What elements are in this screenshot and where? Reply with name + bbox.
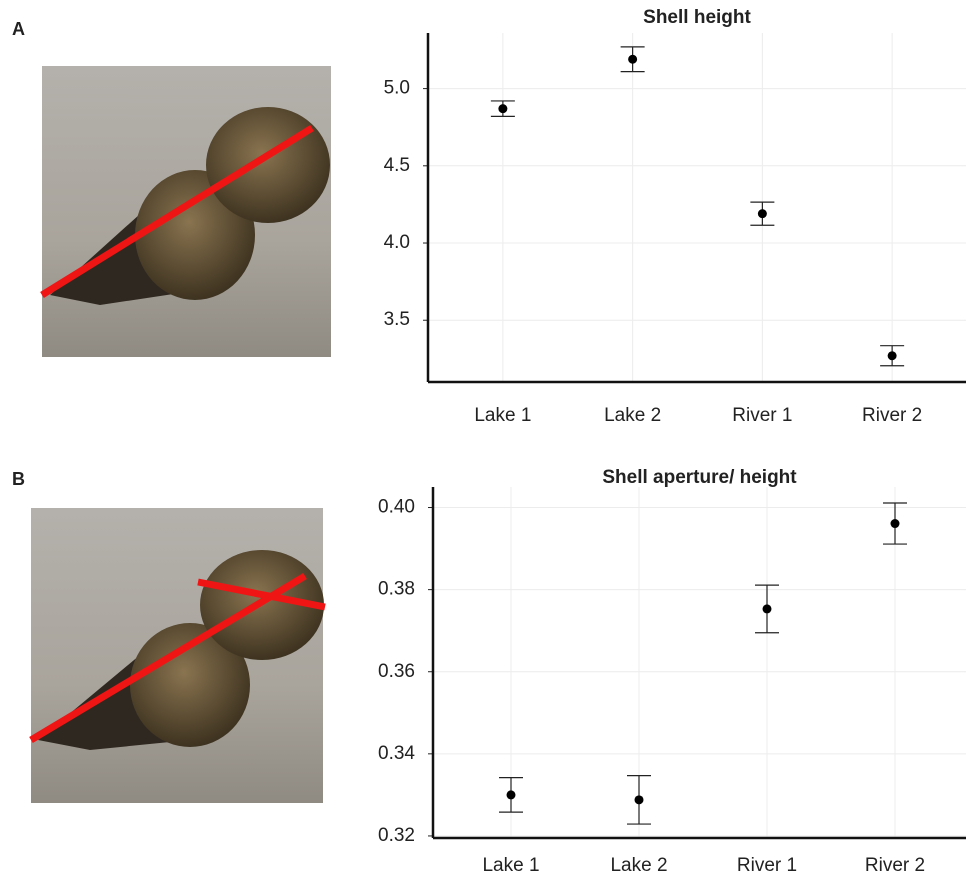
point: [891, 519, 900, 528]
y-tick-label: 3.5: [384, 309, 410, 330]
point: [507, 790, 516, 799]
x-tick-label: River 1: [732, 405, 792, 426]
panel-label: A: [12, 19, 25, 39]
x-tick-label: River 2: [865, 855, 925, 876]
point: [628, 55, 637, 64]
x-tick-label: River 1: [737, 855, 797, 876]
point: [763, 604, 772, 613]
panel-label: B: [12, 469, 25, 489]
y-tick-label: 0.36: [378, 661, 415, 682]
y-tick-label: 0.38: [378, 579, 415, 600]
point: [758, 209, 767, 218]
x-tick-label: Lake 1: [474, 405, 531, 426]
x-tick-label: Lake 2: [610, 855, 667, 876]
point: [635, 795, 644, 804]
x-tick-label: Lake 2: [604, 405, 661, 426]
chart-title: Shell aperture/ height: [602, 467, 797, 488]
photo-b: [31, 508, 325, 803]
y-tick-label: 4.5: [384, 155, 410, 176]
y-tick-label: 0.40: [378, 497, 415, 518]
y-tick-label: 4.0: [384, 232, 410, 253]
point: [888, 351, 897, 360]
y-tick-label: 0.32: [378, 825, 415, 846]
x-tick-label: River 2: [862, 405, 922, 426]
x-tick-label: Lake 1: [482, 855, 539, 876]
figure: A Shell height 3.5 4.0 4.5 5.0 Lake 1 Lake 2 Riv…: [0, 0, 966, 879]
y-tick-label: 5.0: [384, 78, 410, 99]
y-tick-label: 0.34: [378, 743, 415, 764]
point: [498, 104, 507, 113]
chart-title: Shell height: [643, 7, 751, 28]
photo-a: [42, 66, 331, 357]
